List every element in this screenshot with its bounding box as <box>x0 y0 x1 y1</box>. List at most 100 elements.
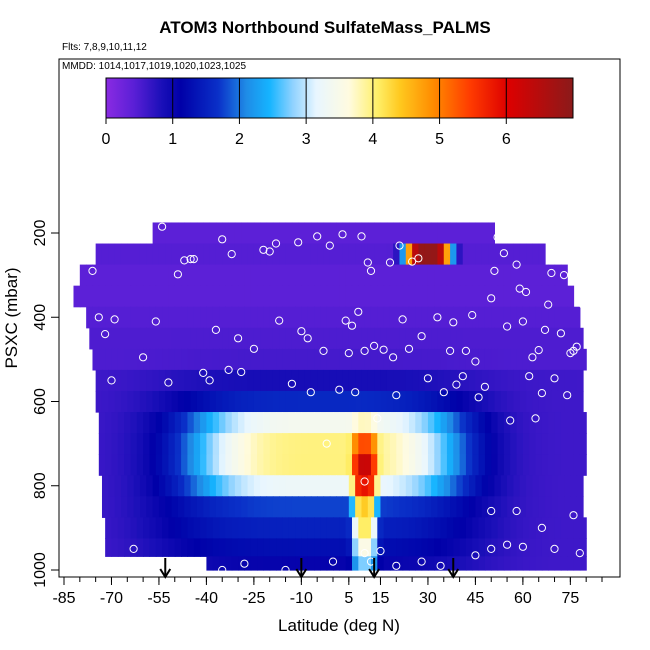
heat-cell <box>488 475 495 497</box>
heat-cell <box>307 538 315 557</box>
heat-cell <box>149 517 157 539</box>
heat-cell <box>560 306 568 329</box>
heat-cell <box>190 369 198 392</box>
colorbar-tick-label: 1 <box>168 131 177 148</box>
heat-cell <box>111 538 119 557</box>
sample-point <box>325 241 334 250</box>
heat-cell <box>377 454 385 476</box>
heat-cell <box>472 454 480 476</box>
sample-point <box>575 271 584 280</box>
heat-cell <box>219 433 226 455</box>
heat-cell <box>136 285 144 308</box>
heat-cell <box>383 306 391 329</box>
heat-cell <box>95 390 103 413</box>
heat-cell <box>279 243 287 266</box>
heat-cell <box>557 475 565 497</box>
heat-cell <box>120 390 128 413</box>
heat-cell <box>418 390 426 413</box>
heat-cell <box>491 264 499 287</box>
heat-cell <box>507 327 514 350</box>
heat-cell <box>92 264 100 287</box>
heat-cell <box>257 538 264 557</box>
heat-cell <box>152 369 160 392</box>
heat-cell <box>478 264 486 287</box>
sample-point <box>392 561 401 570</box>
heat-cell <box>219 306 226 329</box>
heat-cell <box>225 306 233 329</box>
sample-point <box>503 322 512 331</box>
heat-cell <box>405 390 413 413</box>
heat-cell <box>184 243 192 266</box>
heat-cell <box>358 412 366 434</box>
heat-cell <box>231 348 239 371</box>
heat-cell <box>272 369 280 392</box>
heat-cell <box>510 264 518 287</box>
heat-cell <box>345 285 353 308</box>
heat-cell <box>266 369 274 392</box>
sample-point <box>218 565 227 575</box>
heat-cell <box>440 306 448 329</box>
heat-cell <box>200 264 208 287</box>
heat-cell <box>459 264 467 287</box>
heat-cell <box>272 496 280 518</box>
heat-cell <box>554 348 562 371</box>
heat-cell <box>377 517 385 539</box>
heat-cell <box>541 412 549 434</box>
heat-cell <box>212 454 220 476</box>
heat-cell <box>174 433 182 455</box>
heat-cell <box>181 454 189 476</box>
heat-cell <box>196 327 204 350</box>
heat-cell <box>257 348 264 371</box>
heat-cell <box>507 369 514 392</box>
heat-cell <box>98 433 106 455</box>
heat-cell <box>263 538 271 557</box>
heat-cell <box>548 556 556 571</box>
heat-cell <box>114 327 122 350</box>
heat-cell <box>529 348 537 371</box>
heat-cell <box>234 222 242 245</box>
heat-cell <box>193 285 201 308</box>
heat-cell <box>301 348 309 371</box>
heat-cell <box>231 454 239 476</box>
heat-cell <box>393 243 401 266</box>
heat-cell <box>535 412 543 434</box>
heat-cell <box>345 454 353 476</box>
heat-cell <box>554 433 562 455</box>
heat-cell <box>139 475 147 497</box>
heat-cell <box>222 369 230 392</box>
heat-cell <box>92 348 100 371</box>
heat-cell <box>396 538 404 557</box>
heat-cell <box>181 285 189 308</box>
heat-cell <box>507 496 514 518</box>
heat-cell <box>124 306 132 329</box>
heat-cell <box>193 412 201 434</box>
heat-cell <box>415 412 423 434</box>
heat-cell <box>497 538 505 557</box>
heat-cell <box>491 348 499 371</box>
heat-cell <box>171 475 179 497</box>
heat-cell <box>535 454 543 476</box>
sample-point <box>287 379 296 388</box>
heat-cell <box>399 390 407 413</box>
heat-cell <box>434 348 442 371</box>
heat-cell <box>579 433 587 455</box>
heat-cell <box>250 285 258 308</box>
heat-cell <box>516 348 524 371</box>
heat-cell <box>285 496 293 518</box>
heat-cell <box>377 306 385 329</box>
y-tick-label: 1000 <box>32 552 49 588</box>
colorbar <box>105 77 574 119</box>
heat-cell <box>427 517 435 539</box>
heat-cell <box>190 475 198 497</box>
heat-cell <box>488 243 495 266</box>
heat-cell <box>307 285 315 308</box>
heat-cell <box>209 327 217 350</box>
heat-cell <box>130 306 138 329</box>
heat-cell <box>367 390 375 413</box>
heat-cell <box>282 348 290 371</box>
heat-cell <box>484 412 492 434</box>
heat-cell <box>478 556 486 571</box>
heat-cell <box>231 285 239 308</box>
heat-cell <box>576 496 584 518</box>
heat-cell <box>497 433 505 455</box>
